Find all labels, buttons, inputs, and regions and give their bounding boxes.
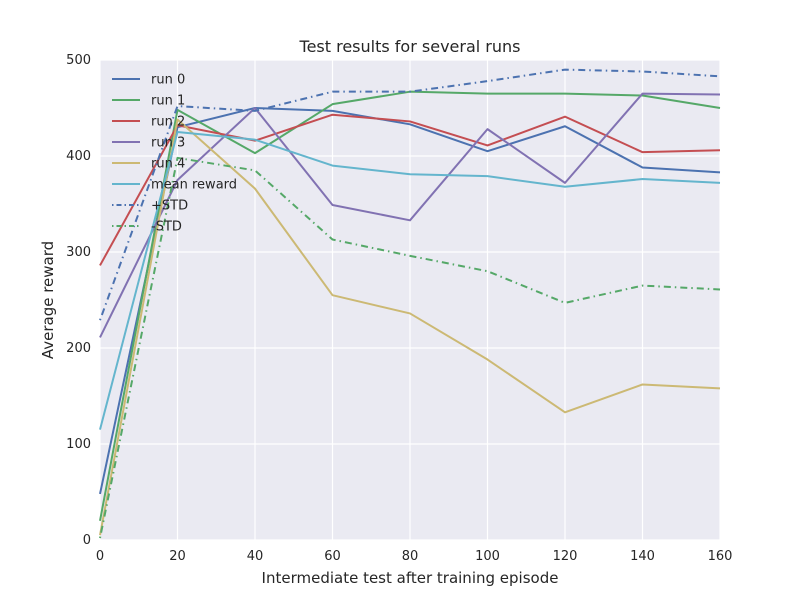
x-tick-label: 0 [96, 549, 104, 564]
chart-title: Test results for several runs [299, 37, 521, 56]
x-tick-label: 100 [475, 549, 500, 564]
x-tick-label: 20 [169, 549, 186, 564]
x-axis-label: Intermediate test after training episode [262, 569, 559, 587]
y-tick-label: 0 [83, 533, 91, 548]
x-tick-label: 80 [402, 549, 419, 564]
y-tick-label: 200 [66, 341, 91, 356]
legend-label: run 2 [151, 115, 185, 130]
y-axis-label: Average reward [39, 241, 57, 359]
x-tick-label: 120 [553, 549, 578, 564]
x-tick-label: 160 [708, 549, 733, 564]
y-tick-label: 100 [66, 437, 91, 452]
x-tick-label: 140 [630, 549, 655, 564]
legend-label: run 3 [151, 136, 185, 151]
legend-label: run 0 [151, 73, 185, 88]
legend-label: -STD [151, 220, 182, 235]
series-line [99, 131, 721, 430]
series-line [99, 156, 721, 539]
legend-label: +STD [151, 199, 188, 214]
series-lines [99, 68, 721, 539]
legend: run 0 run 1 run 2 run 3 run 4 mean reward +STD… [112, 73, 237, 235]
series-line [99, 68, 721, 321]
series-line [99, 113, 721, 266]
y-tick-label: 300 [66, 245, 91, 260]
y-tick-labels: 0 100 200 300 400 500 [66, 53, 91, 548]
series-line [99, 118, 721, 536]
y-tick-label: 500 [66, 53, 91, 68]
x-tick-label: 60 [324, 549, 341, 564]
series-line [99, 107, 721, 495]
x-tick-labels: 0 20 40 60 80 100 120 140 160 [96, 549, 733, 564]
x-tick-label: 40 [247, 549, 264, 564]
legend-label: run 4 [151, 157, 185, 172]
y-tick-label: 400 [66, 149, 91, 164]
legend-label: mean reward [151, 178, 237, 193]
legend-label: run 1 [151, 94, 185, 109]
series-line [99, 92, 721, 338]
